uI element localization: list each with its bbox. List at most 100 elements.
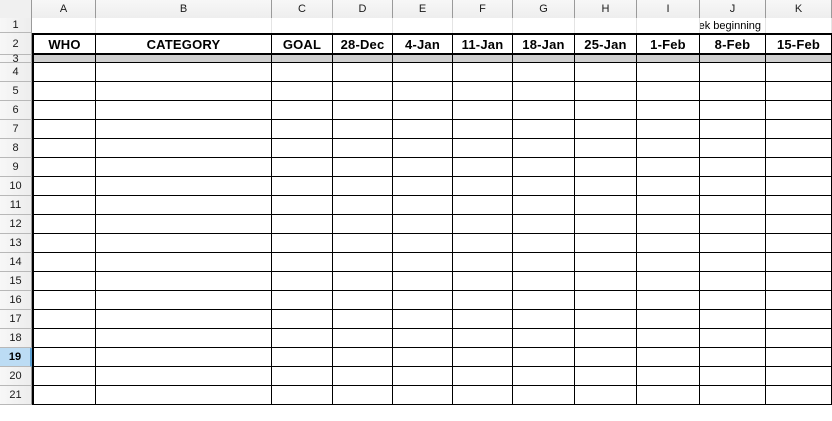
cell-d12[interactable] [333,215,393,234]
cell-d10[interactable] [333,177,393,196]
cell-k19[interactable] [766,348,832,367]
cell-d15[interactable] [333,272,393,291]
cell-g15[interactable] [513,272,575,291]
cell-g6[interactable] [513,101,575,120]
cell-f16[interactable] [453,291,513,310]
cell-j4[interactable] [700,63,766,82]
cell-h19[interactable] [575,348,637,367]
row-header-19[interactable]: 19 [0,348,32,367]
row-header-13[interactable]: 13 [0,234,32,253]
cell-k21[interactable] [766,386,832,405]
cell-e8[interactable] [393,139,453,158]
header-cell-date-1[interactable]: 28-Dec [333,33,393,55]
column-header-j[interactable]: J [700,0,766,18]
row-header-3[interactable]: 3 [0,53,32,65]
cell-h15[interactable] [575,272,637,291]
cell-i20[interactable] [637,367,700,386]
row-header-15[interactable]: 15 [0,272,32,291]
cell-a8[interactable] [32,139,96,158]
cell-e13[interactable] [393,234,453,253]
cell-a6[interactable] [32,101,96,120]
cell-i15[interactable] [637,272,700,291]
cell-b15[interactable] [96,272,272,291]
cell-i6[interactable] [637,101,700,120]
cell-j14[interactable] [700,253,766,272]
cell-a3[interactable] [32,55,96,63]
cell-d21[interactable] [333,386,393,405]
cell-h8[interactable] [575,139,637,158]
cell-j5[interactable] [700,82,766,101]
cell-d20[interactable] [333,367,393,386]
cell-a16[interactable] [32,291,96,310]
cell-i3[interactable] [637,55,700,63]
cell-c6[interactable] [272,101,333,120]
cell-k4[interactable] [766,63,832,82]
cell-c11[interactable] [272,196,333,215]
cell-e9[interactable] [393,158,453,177]
cell-c4[interactable] [272,63,333,82]
cell-g13[interactable] [513,234,575,253]
cell-j11[interactable] [700,196,766,215]
cell-d17[interactable] [333,310,393,329]
column-header-c[interactable]: C [272,0,333,18]
cell-c12[interactable] [272,215,333,234]
week-beginning-label[interactable]: Week beginning [700,18,766,33]
column-header-d[interactable]: D [333,0,393,18]
row-header-18[interactable]: 18 [0,329,32,348]
cell-i13[interactable] [637,234,700,253]
cell-k7[interactable] [766,120,832,139]
cell-k8[interactable] [766,139,832,158]
cell-c14[interactable] [272,253,333,272]
cell-b4[interactable] [96,63,272,82]
column-header-a[interactable]: A [32,0,96,18]
cell-c17[interactable] [272,310,333,329]
cell-b20[interactable] [96,367,272,386]
cell-b5[interactable] [96,82,272,101]
cell-h21[interactable] [575,386,637,405]
cell-f5[interactable] [453,82,513,101]
cell-k6[interactable] [766,101,832,120]
cell-h12[interactable] [575,215,637,234]
cell-b8[interactable] [96,139,272,158]
cell-c21[interactable] [272,386,333,405]
cell-g21[interactable] [513,386,575,405]
cell-c1[interactable] [272,18,333,33]
cell-a14[interactable] [32,253,96,272]
cell-k18[interactable] [766,329,832,348]
cell-g11[interactable] [513,196,575,215]
cell-h7[interactable] [575,120,637,139]
cell-k20[interactable] [766,367,832,386]
cell-c13[interactable] [272,234,333,253]
row-header-2[interactable]: 2 [0,33,32,55]
cell-b7[interactable] [96,120,272,139]
cell-a12[interactable] [32,215,96,234]
cell-f21[interactable] [453,386,513,405]
cell-k15[interactable] [766,272,832,291]
header-cell-date-3[interactable]: 11-Jan [453,33,513,55]
cell-d6[interactable] [333,101,393,120]
cell-b17[interactable] [96,310,272,329]
cell-d13[interactable] [333,234,393,253]
cell-b21[interactable] [96,386,272,405]
cell-a7[interactable] [32,120,96,139]
header-cell-goal[interactable]: GOAL [272,33,333,55]
cell-g5[interactable] [513,82,575,101]
header-cell-date-6[interactable]: 1-Feb [637,33,700,55]
cell-c15[interactable] [272,272,333,291]
cell-j10[interactable] [700,177,766,196]
cell-d1[interactable] [333,18,393,33]
header-cell-date-4[interactable]: 18-Jan [513,33,575,55]
cell-a18[interactable] [32,329,96,348]
cell-i1[interactable] [637,18,700,33]
header-cell-who[interactable]: WHO [32,33,96,55]
header-cell-date-7[interactable]: 8-Feb [700,33,766,55]
row-header-6[interactable]: 6 [0,101,32,120]
cell-c20[interactable] [272,367,333,386]
cell-d19[interactable] [333,348,393,367]
cell-i11[interactable] [637,196,700,215]
cell-i4[interactable] [637,63,700,82]
cell-f13[interactable] [453,234,513,253]
cell-b1[interactable] [96,18,272,33]
row-header-11[interactable]: 11 [0,196,32,215]
cell-i14[interactable] [637,253,700,272]
